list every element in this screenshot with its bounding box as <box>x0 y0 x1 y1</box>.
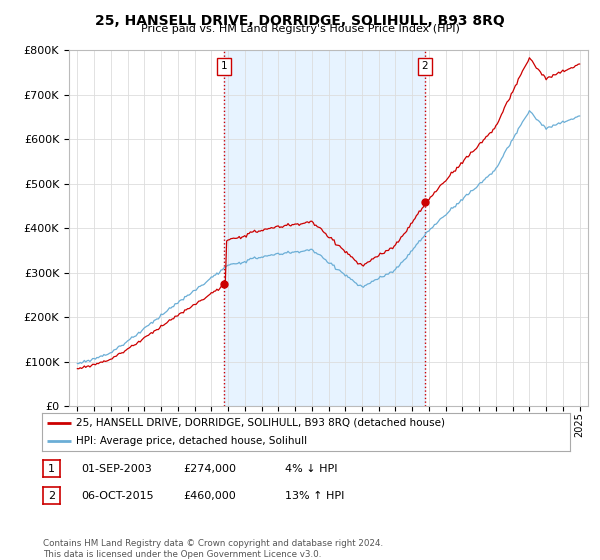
Text: 1: 1 <box>221 62 227 72</box>
Text: 25, HANSELL DRIVE, DORRIDGE, SOLIHULL, B93 8RQ: 25, HANSELL DRIVE, DORRIDGE, SOLIHULL, B… <box>95 14 505 28</box>
Text: £274,000: £274,000 <box>183 464 236 474</box>
Text: Contains HM Land Registry data © Crown copyright and database right 2024.
This d: Contains HM Land Registry data © Crown c… <box>43 539 383 559</box>
Text: 4% ↓ HPI: 4% ↓ HPI <box>285 464 337 474</box>
Text: £460,000: £460,000 <box>183 491 236 501</box>
Text: HPI: Average price, detached house, Solihull: HPI: Average price, detached house, Soli… <box>76 436 307 446</box>
Text: 2: 2 <box>48 491 55 501</box>
Text: 2: 2 <box>421 62 428 72</box>
Text: 25, HANSELL DRIVE, DORRIDGE, SOLIHULL, B93 8RQ (detached house): 25, HANSELL DRIVE, DORRIDGE, SOLIHULL, B… <box>76 418 445 428</box>
Bar <box>224 50 425 406</box>
Text: 13% ↑ HPI: 13% ↑ HPI <box>285 491 344 501</box>
Text: 06-OCT-2015: 06-OCT-2015 <box>81 491 154 501</box>
Text: 1: 1 <box>48 464 55 474</box>
Text: Price paid vs. HM Land Registry's House Price Index (HPI): Price paid vs. HM Land Registry's House … <box>140 24 460 34</box>
Text: 01-SEP-2003: 01-SEP-2003 <box>81 464 152 474</box>
